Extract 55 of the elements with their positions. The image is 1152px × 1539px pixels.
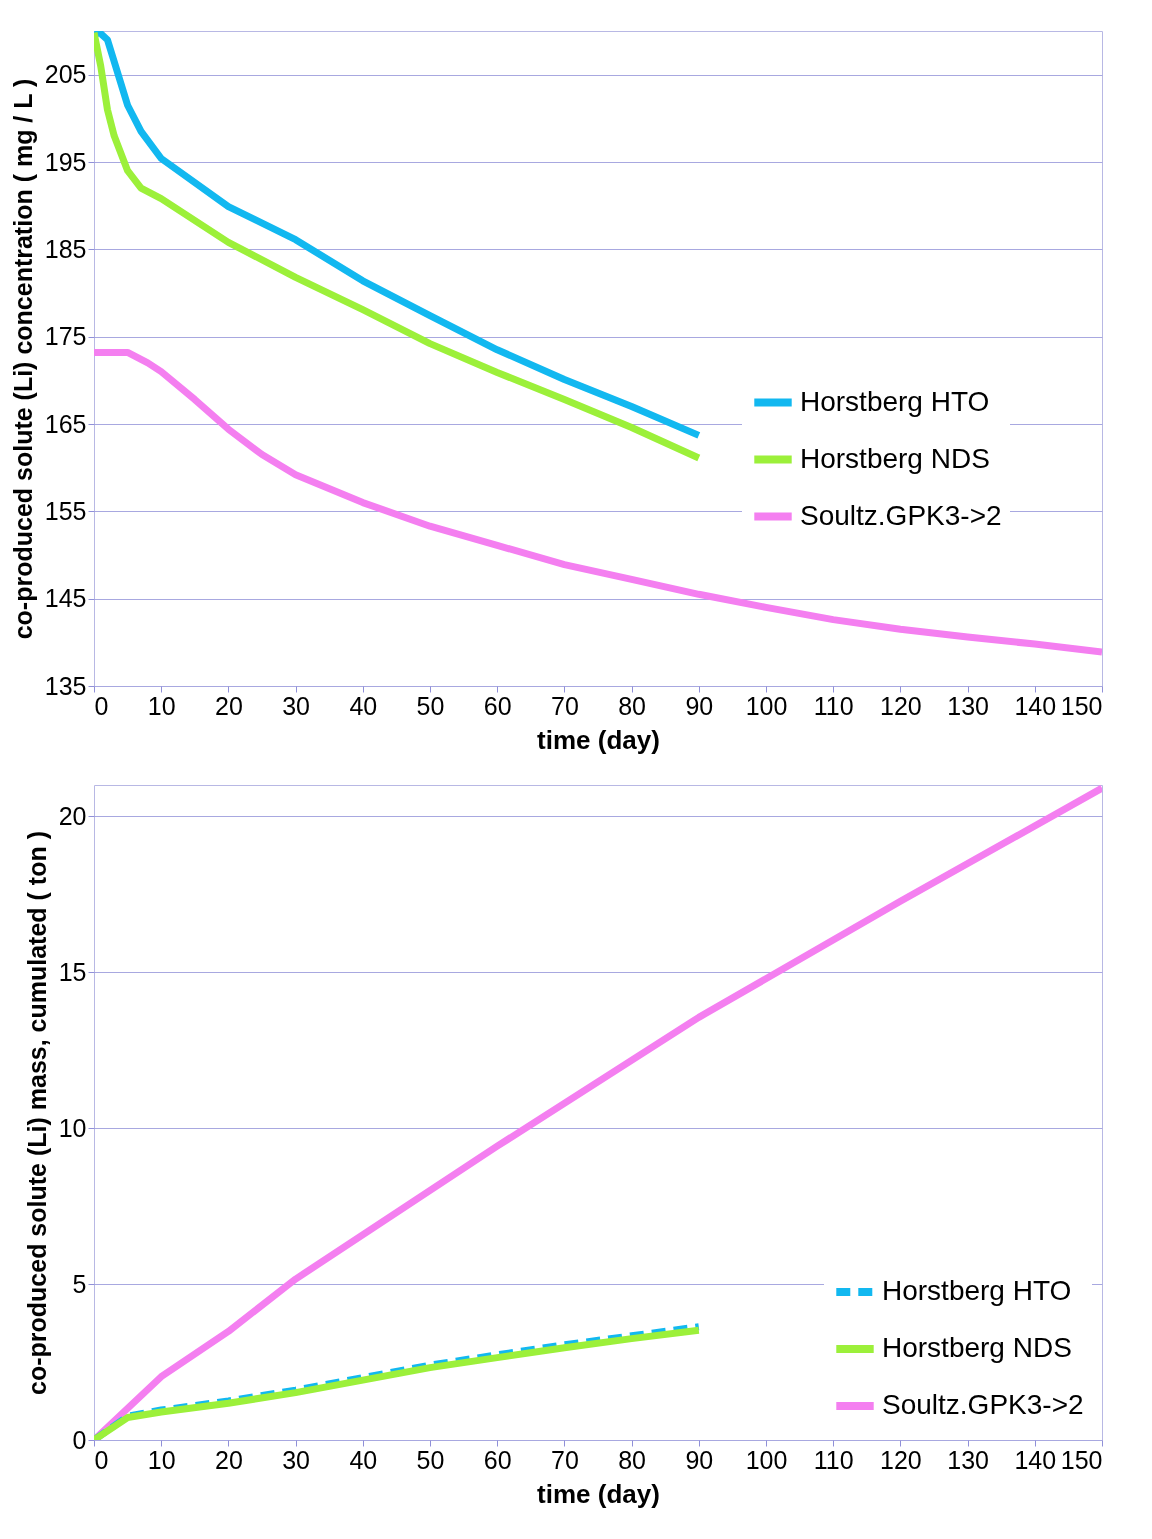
legend-label: Horstberg HTO bbox=[882, 1275, 1072, 1306]
x-axis-title: time (day) bbox=[537, 1478, 660, 1509]
legend-label: Horstberg NDS bbox=[800, 442, 990, 474]
y-tick-label: 135 bbox=[44, 671, 87, 700]
x-tick-label: 10 bbox=[147, 691, 176, 720]
legend-label: Soultz.GPK3->2 bbox=[882, 1389, 1084, 1420]
y-tick-label: 175 bbox=[44, 322, 87, 351]
x-tick-label: 40 bbox=[349, 691, 378, 720]
x-tick-label: 30 bbox=[282, 1445, 311, 1474]
y-tick-label: 155 bbox=[44, 496, 87, 525]
x-tick-label: 40 bbox=[349, 1445, 378, 1474]
x-tick-label: 80 bbox=[618, 691, 647, 720]
x-tick-label: 80 bbox=[618, 1445, 647, 1474]
x-tick-label: 100 bbox=[745, 691, 788, 720]
x-tick-label: 130 bbox=[947, 1445, 989, 1474]
y-tick-label: 205 bbox=[44, 60, 87, 89]
x-tick-label: 10 bbox=[147, 1445, 176, 1474]
y-axis-title: co-produced solute (Li) concentration ( mg / L ) bbox=[8, 78, 37, 640]
x-tick-label: 140 bbox=[1014, 691, 1057, 720]
x-tick-label: 50 bbox=[416, 1445, 445, 1474]
x-tick-label: 70 bbox=[550, 1445, 579, 1474]
y-axis-title: co-produced solute (Li) mass, cumulated ( ton ) bbox=[22, 831, 51, 1395]
y-tick-label: 5 bbox=[72, 1269, 87, 1298]
x-tick-label: 130 bbox=[947, 691, 989, 720]
x-tick-label: 150 bbox=[1060, 691, 1103, 720]
y-tick-label: 0 bbox=[72, 1425, 87, 1454]
x-tick-label: 150 bbox=[1060, 1445, 1103, 1474]
x-tick-label: 0 bbox=[94, 691, 109, 720]
y-tick-label: 15 bbox=[58, 957, 87, 986]
y-tick-label: 185 bbox=[44, 234, 87, 263]
x-tick-label: 70 bbox=[550, 691, 579, 720]
x-tick-label: 90 bbox=[685, 1445, 714, 1474]
x-tick-label: 140 bbox=[1014, 1445, 1057, 1474]
x-tick-label: 110 bbox=[813, 1445, 854, 1474]
x-tick-label: 0 bbox=[94, 1445, 109, 1474]
x-tick-label: 120 bbox=[880, 691, 922, 720]
legend-label: Horstberg HTO bbox=[800, 385, 990, 417]
y-tick-label: 10 bbox=[58, 1113, 87, 1142]
x-tick-label: 30 bbox=[282, 691, 311, 720]
x-tick-label: 60 bbox=[483, 1445, 512, 1474]
x-tick-label: 20 bbox=[214, 1445, 243, 1474]
x-tick-label: 90 bbox=[685, 691, 714, 720]
x-tick-label: 120 bbox=[880, 1445, 922, 1474]
x-tick-label: 60 bbox=[483, 691, 512, 720]
legend-label: Horstberg NDS bbox=[882, 1332, 1072, 1363]
x-tick-label: 110 bbox=[813, 691, 854, 720]
x-tick-label: 50 bbox=[416, 691, 445, 720]
y-tick-label: 195 bbox=[44, 147, 87, 176]
x-axis-title: time (day) bbox=[537, 724, 660, 755]
y-tick-label: 20 bbox=[58, 801, 87, 830]
x-tick-label: 100 bbox=[745, 1445, 788, 1474]
legend-label: Soultz.GPK3->2 bbox=[800, 499, 1002, 531]
y-tick-label: 165 bbox=[44, 409, 87, 438]
x-tick-label: 20 bbox=[214, 691, 243, 720]
y-tick-label: 145 bbox=[44, 584, 87, 613]
